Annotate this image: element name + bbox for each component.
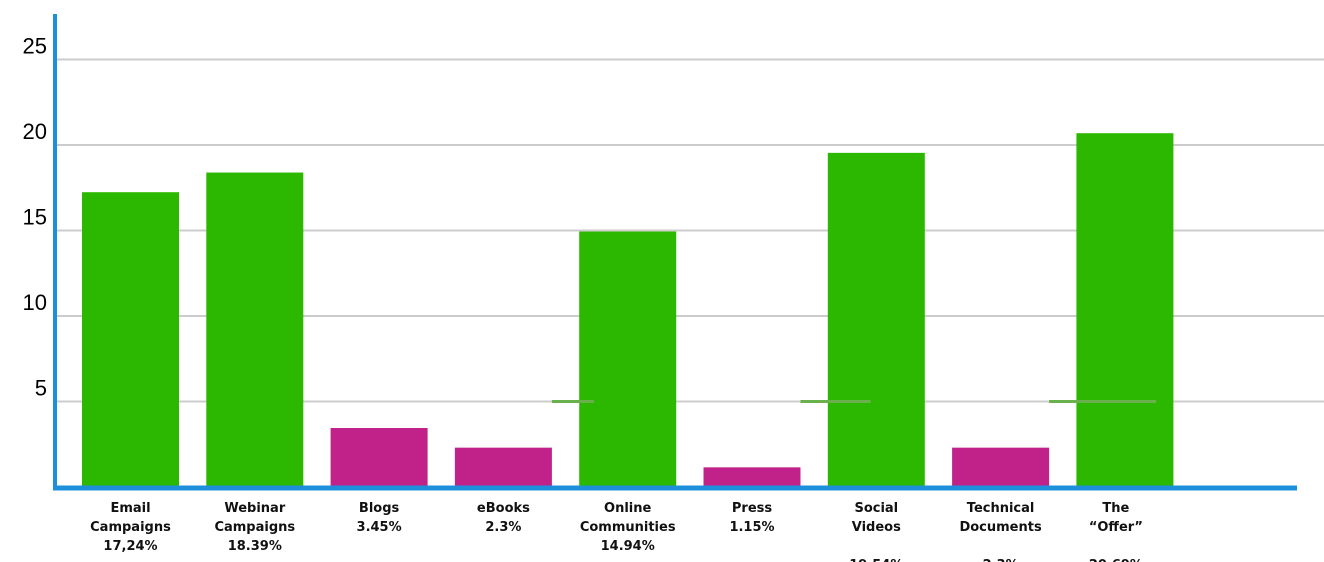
x-tick-label-line: 2.3% [485,520,521,535]
x-tick-label-line: 19.54% [849,558,903,562]
x-tick-label-line: Documents [959,520,1042,535]
x-tick-label-line: Online [604,501,651,516]
y-tick-label-25: 25 [23,34,47,59]
x-tick-label-line: eBooks [477,501,530,516]
x-tick-label-6: Press 1.15% [729,501,774,535]
x-tick-label-line: 14.94% [601,539,655,554]
x-tick-label-3: Blogs 3.45% [357,501,402,535]
x-tick-label-2: Webinar Campaigns 18.39% [214,501,295,554]
bar-8 [952,447,1050,487]
bar-3 [330,428,428,487]
y-tick-label-5: 5 [35,376,47,401]
bar-4 [454,447,552,487]
x-tick-label-line: Videos [852,520,901,535]
x-tick-label-9: The “Offer” 20.69% [1089,501,1143,562]
x-tick-label-line [874,539,879,554]
x-tick-label-line: Social [854,501,898,516]
x-tick-label-line [1114,539,1119,554]
bar-7 [827,152,925,487]
x-tick-label-line: 1.15% [729,520,774,535]
x-tick-label-line: Webinar [224,501,285,516]
x-tick-label-line: Email [110,501,150,516]
x-tick-label-line: The [1102,501,1129,516]
x-tick-label-line: 2.3% [983,558,1019,562]
x-tick-label-line [998,539,1003,554]
x-tick-label-line: Communities [580,520,676,535]
bar-5 [579,231,677,487]
x-tick-label-line: Campaigns [214,520,295,535]
x-tick-label-line: 17,24% [103,539,157,554]
x-tick-label-line: Campaigns [90,520,171,535]
x-tick-label-line: Blogs [359,501,400,516]
x-tick-label-line: “Offer” [1089,520,1143,535]
x-tick-label-line: 18.39% [228,539,282,554]
x-tick-label-1: Email Campaigns 17,24% [90,501,171,554]
bar-1 [82,192,179,488]
x-tick-label-line: 3.45% [357,520,402,535]
y-tick-label-20: 20 [23,119,47,144]
x-tick-label-line: Press [732,501,772,516]
y-tick-label-15: 15 [23,205,47,230]
bar-9 [1076,133,1174,488]
x-tick-label-8: Technical Documents 2.3% [959,501,1042,562]
x-tick-label-5: Online Communities 14.94% [580,501,676,554]
x-tick-label-line: 20.69% [1089,558,1143,562]
x-tick-label-line: Technical [967,501,1035,516]
y-tick-label-10: 10 [23,290,47,315]
bar-2 [206,172,304,487]
x-tick-label-4: eBooks 2.3% [477,501,530,535]
bar-6 [703,467,801,487]
x-tick-label-7: Social Videos 19.54% [849,501,903,562]
